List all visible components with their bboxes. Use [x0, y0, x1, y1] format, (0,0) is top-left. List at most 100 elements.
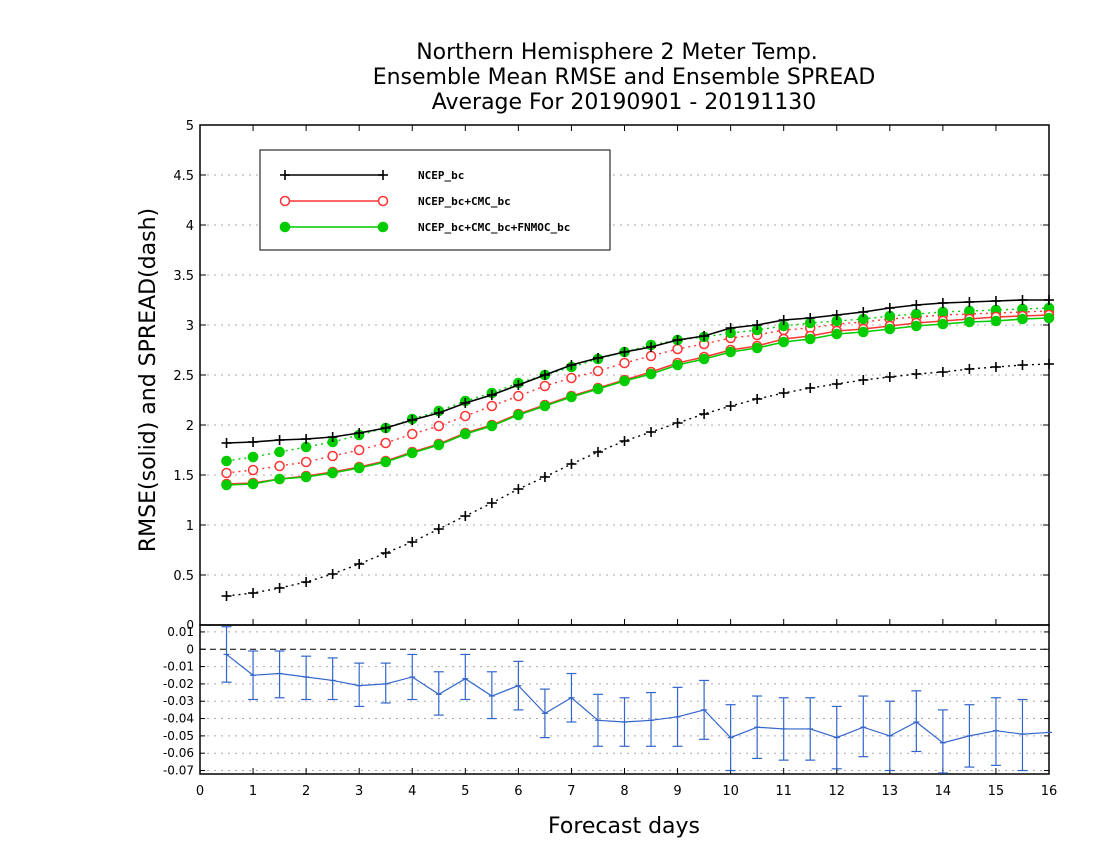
chart-title: Northern Hemisphere 2 Meter Temp. Ensemb… [373, 40, 876, 115]
ncep-bc-cmc-bc-fnmoc-bc-spread-point [247, 451, 259, 463]
error-bar [858, 695, 869, 758]
ncep-bc-cmc-bc-spread-point [513, 390, 524, 402]
ncep-bc-cmc-bc-fnmoc-bc-rmse-point [300, 471, 312, 483]
y-tick-label: 3 [186, 319, 194, 334]
ncep-bc-cmc-bc-spread-point [327, 450, 338, 462]
ncep-bc-cmc-bc-spread-point [247, 464, 259, 476]
ncep-bc-cmc-bc-fnmoc-bc-rmse-point [247, 478, 259, 490]
ncep-bc-rmse-point [699, 331, 710, 341]
legend-label-ncep-bc-cmc-bc: NCEP_bc+CMC_bc [418, 195, 511, 208]
diff-y-tick-label: 0.01 [167, 625, 194, 639]
ncep-bc-cmc-bc-fnmoc-bc-rmse-point [433, 439, 445, 451]
ncep-bc-spread-point [911, 369, 922, 379]
ncep-bc-spread-point [619, 436, 630, 446]
ncep-bc-spread-point [513, 484, 524, 494]
ncep-bc-spread-point [354, 559, 365, 569]
ncep-bc-cmc-bc-fnmoc-bc-rmse-point [274, 473, 285, 485]
ncep-bc-cmc-bc-fnmoc-bc-rmse-point [751, 342, 763, 354]
ncep-bc-spread-point [805, 383, 816, 393]
ncep-bc-cmc-bc-spread-point [672, 343, 683, 355]
ncep-bc-cmc-bc-fnmoc-bc-rmse-point [778, 336, 789, 348]
ncep-bc-rmse-point [911, 300, 922, 310]
ncep-bc-cmc-bc-spread-point [353, 444, 365, 456]
ncep-bc-cmc-bc-fnmoc-bc-rmse-point [592, 383, 604, 395]
legend-label-ncep-bc: NCEP_bc [418, 169, 464, 182]
ncep-bc-spread-point [592, 447, 603, 457]
x-tick-label: 15 [988, 784, 1005, 799]
x-tick-label: 2 [302, 784, 310, 799]
ncep-bc-cmc-bc-fnmoc-bc-spread-point [221, 455, 232, 467]
x-tick-label: 5 [461, 784, 469, 799]
ncep-bc-cmc-bc-spread-point [274, 460, 285, 472]
ncep-bc-cmc-bc-fnmoc-bc-rmse-point [672, 359, 683, 371]
diff-y-tick-label: 0 [186, 642, 194, 656]
ncep-bc-cmc-bc-fnmoc-bc-rmse-point [911, 320, 922, 332]
ncep-bc-spread-point [937, 367, 948, 377]
ncep-bc-rmse-point [592, 353, 603, 363]
error-bar [433, 671, 444, 716]
error-bar [380, 662, 391, 704]
ncep-bc-spread-point [566, 459, 577, 469]
ncep-bc-cmc-bc-fnmoc-bc-rmse-point [884, 323, 896, 335]
ncep-bc-rmse-point [937, 298, 948, 308]
ncep-bc-spread-point [539, 472, 550, 482]
ncep-bc-cmc-bc-fnmoc-bc-rmse-line [226, 317, 1050, 486]
ncep-bc-spread-point [433, 524, 444, 534]
ncep-bc-cmc-bc-fnmoc-bc-rmse-point [327, 467, 338, 479]
ncep-bc-cmc-bc-fnmoc-bc-rmse-point [831, 328, 843, 340]
y-tick-label: 4.5 [173, 169, 194, 184]
error-bar [1017, 698, 1028, 772]
ncep-bc-rmse-line [226, 299, 1049, 444]
x-tick-label: 13 [882, 784, 899, 799]
ncep-bc-cmc-bc-spread-point [619, 357, 630, 369]
ncep-bc-spread-point [646, 427, 657, 437]
x-tick-label: 14 [935, 784, 952, 799]
ncep-bc-rmse-point [672, 335, 683, 345]
y-tick-label: 4 [186, 219, 194, 234]
top-panel-zero-label: 0 [186, 618, 194, 632]
legend-marker-end [378, 170, 388, 180]
ncep-bc-cmc-bc-spread-point [380, 437, 391, 449]
x-tick-label: 16 [1041, 784, 1058, 799]
error-bar [911, 690, 922, 753]
x-tick-label: 4 [408, 784, 416, 799]
ncep-bc-rmse-point [1017, 295, 1028, 305]
ncep-bc-spread-point [831, 379, 842, 389]
error-bar [937, 709, 948, 774]
ncep-bc-cmc-bc-fnmoc-bc-rmse-point [990, 315, 1002, 327]
x-tick-label: 6 [514, 784, 522, 799]
diff-y-tick-label: -0.07 [163, 764, 194, 778]
ncep-bc-rmse-points [221, 295, 1054, 448]
x-axis-title: Forecast days [548, 814, 700, 839]
y-axis-title: RMSE(solid) and SPREAD(dash) [136, 208, 161, 552]
diff-y-tick-label: -0.03 [163, 694, 194, 708]
title-line-1: Northern Hemisphere 2 Meter Temp. [416, 40, 818, 65]
ncep-bc-cmc-bc-fnmoc-bc-spread-point [937, 306, 949, 318]
x-tick-label: 1 [249, 784, 257, 799]
ncep-bc-rmse-point [274, 435, 285, 445]
legend-marker-end [377, 221, 389, 233]
diff-y-tick-label: -0.04 [163, 712, 194, 726]
x-tick-label: 7 [567, 784, 575, 799]
error-bar [646, 691, 657, 747]
error-bar [354, 662, 365, 708]
legend-marker-end [377, 195, 389, 207]
title-line-2: Ensemble Mean RMSE and Ensemble SPREAD [373, 65, 876, 90]
ncep-bc-rmse-point [407, 415, 418, 425]
ncep-bc-cmc-bc-spread-point [539, 380, 551, 392]
x-tick-label: 10 [722, 784, 739, 799]
diff-y-tick-label: -0.05 [163, 729, 194, 743]
ncep-bc-cmc-bc-spread-point [592, 365, 604, 377]
ncep-bc-rmse-point [248, 437, 259, 447]
y-tick-label: 3.5 [173, 269, 194, 284]
ncep-bc-rmse-point [486, 390, 497, 400]
ncep-bc-rmse-point [805, 313, 816, 323]
ncep-bc-cmc-bc-spread-point [300, 456, 312, 468]
legend: NCEP_bc NCEP_bc+CMC_bc NCEP_bc+CMC_bc+FNMO… [259, 149, 611, 251]
ncep-bc-rmse-point [566, 360, 577, 370]
ncep-bc-spread-point [884, 372, 895, 382]
ncep-bc-cmc-bc-fnmoc-bc-rmse-point [857, 326, 869, 338]
ncep-bc-spread-point [301, 577, 312, 587]
error-bar [486, 671, 497, 720]
